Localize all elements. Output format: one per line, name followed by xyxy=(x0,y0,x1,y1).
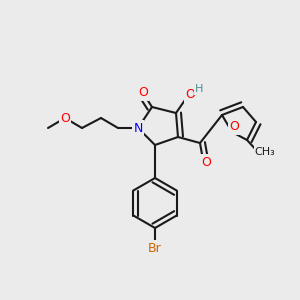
Text: O: O xyxy=(201,155,211,169)
Text: Br: Br xyxy=(148,242,162,254)
Text: H: H xyxy=(195,84,203,94)
Text: O: O xyxy=(60,112,70,124)
Text: N: N xyxy=(133,122,143,134)
Text: O: O xyxy=(229,121,239,134)
Text: O: O xyxy=(185,88,195,101)
Text: O: O xyxy=(138,86,148,100)
Text: CH₃: CH₃ xyxy=(255,147,275,157)
